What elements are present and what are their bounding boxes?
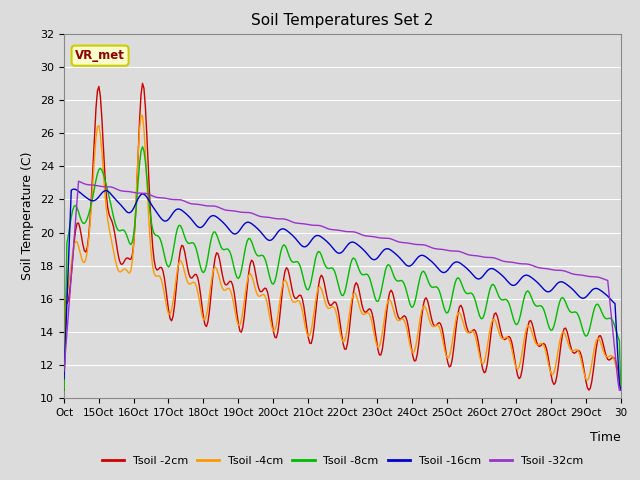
Tsoil -16cm — [60, 376, 68, 382]
Tsoil -4cm — [458, 317, 466, 323]
Tsoil -8cm — [617, 387, 625, 393]
Line: Tsoil -2cm: Tsoil -2cm — [64, 84, 621, 390]
Tsoil -8cm — [60, 387, 68, 393]
Tsoil -4cm — [60, 385, 68, 391]
Tsoil -8cm — [541, 311, 549, 317]
Tsoil -8cm — [614, 334, 621, 340]
Tsoil -8cm — [79, 220, 87, 226]
Tsoil -16cm — [70, 186, 78, 192]
Tsoil -32cm — [98, 184, 106, 190]
Tsoil -16cm — [541, 288, 549, 293]
Tsoil -2cm — [60, 387, 68, 393]
Tsoil -2cm — [614, 368, 621, 374]
Tsoil -2cm — [541, 342, 549, 348]
Legend: Tsoil -2cm, Tsoil -4cm, Tsoil -8cm, Tsoil -16cm, Tsoil -32cm: Tsoil -2cm, Tsoil -4cm, Tsoil -8cm, Tsoi… — [97, 451, 588, 470]
Tsoil -8cm — [348, 257, 356, 263]
Tsoil -32cm — [541, 265, 549, 271]
Tsoil -32cm — [614, 378, 621, 384]
Tsoil -8cm — [97, 166, 104, 171]
Tsoil -4cm — [348, 296, 356, 302]
Tsoil -16cm — [614, 355, 621, 360]
Tsoil -4cm — [97, 132, 104, 137]
Tsoil -32cm — [60, 368, 68, 374]
Text: Time: Time — [590, 431, 621, 444]
Line: Tsoil -32cm: Tsoil -32cm — [64, 181, 621, 390]
Line: Tsoil -8cm: Tsoil -8cm — [64, 147, 621, 390]
Tsoil -8cm — [139, 144, 147, 150]
Line: Tsoil -4cm: Tsoil -4cm — [64, 115, 621, 390]
Tsoil -32cm — [75, 179, 83, 184]
Tsoil -4cm — [137, 112, 145, 118]
Tsoil -2cm — [97, 93, 104, 99]
Tsoil -16cm — [617, 387, 625, 393]
Tsoil -2cm — [458, 305, 466, 311]
Tsoil -32cm — [81, 181, 88, 187]
Y-axis label: Soil Temperature (C): Soil Temperature (C) — [22, 152, 35, 280]
Tsoil -4cm — [617, 387, 625, 393]
Title: Soil Temperatures Set 2: Soil Temperatures Set 2 — [252, 13, 433, 28]
Tsoil -16cm — [98, 190, 106, 196]
Tsoil -4cm — [79, 259, 87, 265]
Text: VR_met: VR_met — [75, 49, 125, 62]
Tsoil -2cm — [617, 385, 625, 391]
Tsoil -4cm — [614, 372, 621, 378]
Tsoil -16cm — [81, 193, 88, 199]
Tsoil -32cm — [348, 229, 356, 235]
Tsoil -4cm — [541, 347, 549, 352]
Tsoil -2cm — [79, 241, 87, 247]
Tsoil -16cm — [348, 239, 356, 245]
Tsoil -16cm — [458, 262, 466, 267]
Line: Tsoil -16cm: Tsoil -16cm — [64, 189, 621, 390]
Tsoil -2cm — [348, 302, 356, 308]
Tsoil -32cm — [616, 387, 623, 393]
Tsoil -8cm — [458, 283, 466, 289]
Tsoil -32cm — [458, 250, 466, 255]
Tsoil -2cm — [139, 81, 147, 86]
Tsoil -32cm — [617, 387, 625, 393]
